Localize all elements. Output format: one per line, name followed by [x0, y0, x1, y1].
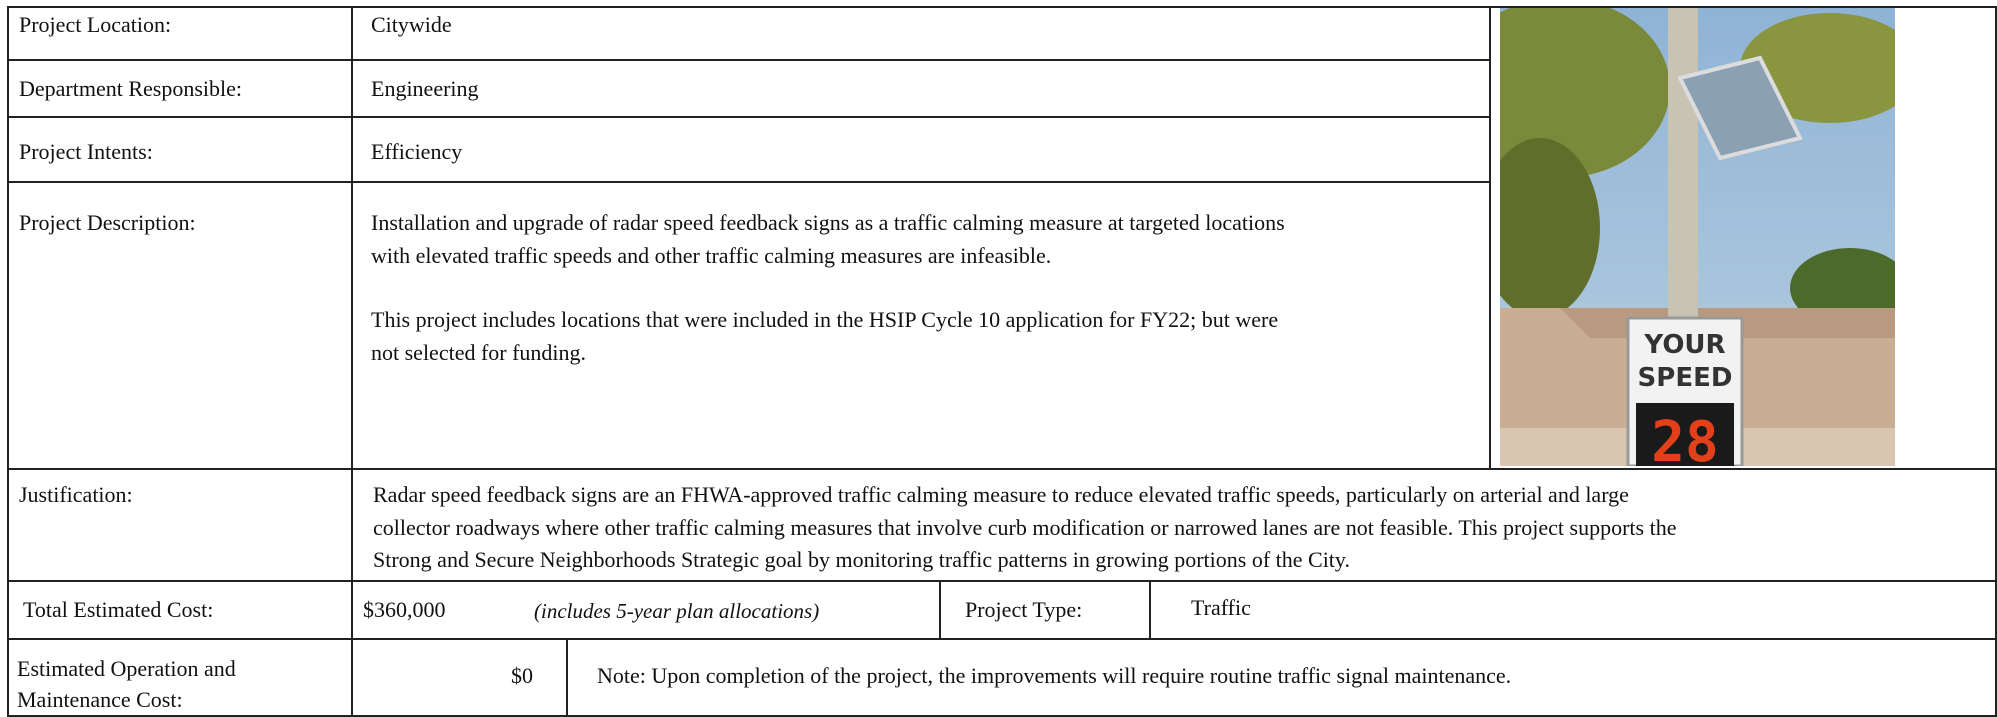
label: Justification: [19, 482, 133, 507]
border [566, 638, 568, 717]
value: Traffic [1191, 595, 1251, 620]
label: Project Type: [965, 597, 1083, 622]
border [8, 59, 1490, 61]
label: Total Estimated Cost: [23, 597, 214, 622]
label: Project Location: [19, 12, 172, 37]
sign-text: SPEED [1638, 363, 1733, 393]
border [8, 181, 1490, 183]
sign-display: 28 [1651, 410, 1718, 466]
label: Maintenance Cost: [17, 687, 183, 712]
border [939, 580, 941, 639]
border [1995, 6, 1997, 717]
border [1149, 580, 1151, 639]
text-line: This project includes locations that wer… [371, 307, 1279, 332]
border [8, 715, 1997, 717]
border [351, 6, 353, 717]
label: Project Description: [19, 210, 196, 235]
text-line: with elevated traffic speeds and other t… [371, 243, 1052, 268]
note: Note: Upon completion of the project, th… [597, 663, 1512, 688]
border [8, 116, 1490, 118]
value: Efficiency [371, 139, 463, 164]
photo: YOUR SPEED 28 [1500, 8, 1895, 466]
value: Engineering [371, 76, 479, 101]
value: Citywide [371, 12, 452, 37]
note: (includes 5-year plan allocations) [534, 599, 820, 623]
text-line: not selected for funding. [371, 340, 587, 365]
label: Project Intents: [19, 139, 153, 164]
label: Estimated Operation and [17, 656, 236, 681]
text-line: collector roadways where other traffic c… [373, 515, 1677, 540]
border [7, 6, 9, 717]
value: $360,000 [363, 597, 446, 622]
text-line: Installation and upgrade of radar speed … [371, 210, 1285, 235]
text-line: Strong and Secure Neighborhoods Strategi… [373, 547, 1350, 572]
label: Department Responsible: [19, 76, 243, 101]
border [8, 6, 1997, 8]
value: $0 [511, 663, 533, 688]
text-line: Radar speed feedback signs are an FHWA-a… [373, 482, 1629, 507]
border [8, 580, 1997, 582]
border [8, 468, 1997, 470]
border [1489, 6, 1491, 469]
sign-text: YOUR [1643, 330, 1725, 360]
border [8, 638, 1997, 640]
